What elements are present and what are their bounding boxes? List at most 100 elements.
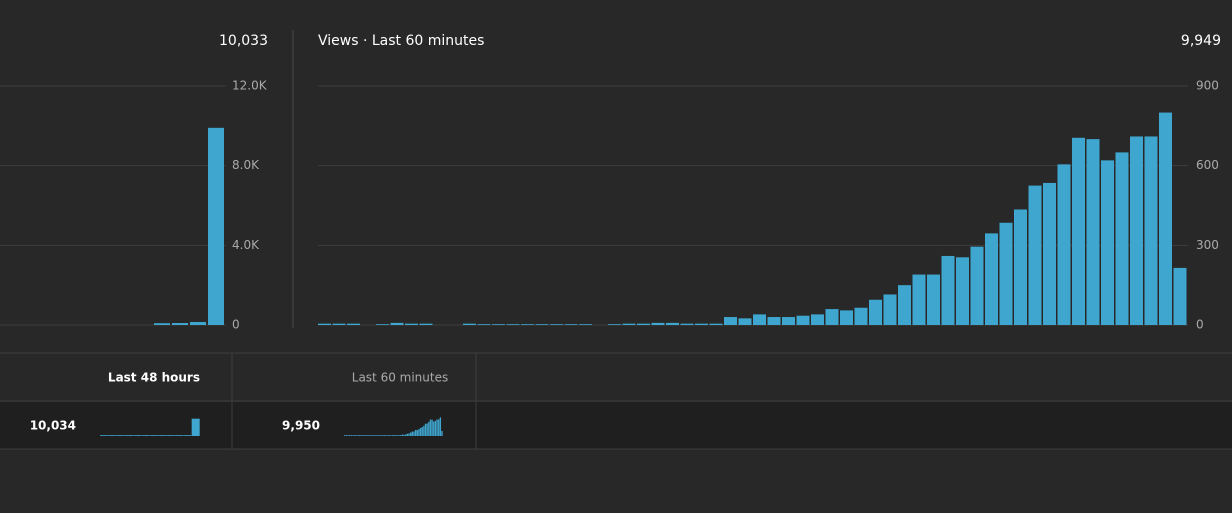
bar (405, 323, 418, 325)
bar (738, 318, 752, 325)
sparkline-bar (378, 435, 380, 436)
sparkline-bar (100, 435, 109, 436)
bar (190, 322, 206, 325)
bar (680, 323, 694, 325)
sparkline-bar (423, 425, 425, 436)
sparkline-bar (380, 435, 382, 436)
sparkline-bar (424, 423, 427, 436)
sparkline-bar (158, 435, 167, 436)
bar (154, 323, 170, 325)
bar (1028, 185, 1042, 325)
sparkline-bar (141, 435, 150, 436)
sparkline-bar (434, 420, 437, 436)
sparkline-bar (403, 434, 405, 436)
bar (1086, 139, 1100, 325)
bar (477, 324, 491, 325)
sparkline-bar (393, 435, 395, 436)
bar (883, 294, 897, 325)
bar (390, 322, 404, 325)
bar (840, 310, 853, 325)
bar (1115, 152, 1129, 325)
bar (1072, 137, 1085, 325)
sparkline-bar (390, 435, 392, 436)
sparkline-bar (438, 419, 440, 436)
sparkline-bar (410, 432, 412, 436)
sparkline-bar (373, 435, 376, 436)
sparkline-bar (388, 435, 390, 436)
sparkline-bar (133, 435, 142, 436)
bar (347, 323, 360, 325)
bar (376, 324, 389, 325)
sparkline-bar (391, 435, 394, 436)
sparkline-bar (347, 435, 349, 436)
sparkline-bar (350, 435, 352, 436)
sparkline-bar (357, 435, 359, 436)
y-tick-label: 0 (1196, 318, 1204, 332)
sparkline-bar (421, 427, 423, 436)
chart-total: 9,949 (1181, 33, 1221, 49)
sparkline-bar (401, 434, 404, 436)
sparkline-bar (363, 435, 366, 436)
bar (463, 323, 476, 325)
sparkline-bar (406, 433, 409, 436)
sparkline-bar (411, 431, 413, 436)
column-header[interactable]: Last 48 hours (108, 371, 200, 385)
sparkline-bar (355, 435, 357, 436)
bar (767, 317, 781, 325)
bar (912, 274, 926, 325)
bar (521, 324, 534, 325)
y-tick-label: 12.0K (232, 79, 268, 93)
bar (622, 323, 636, 325)
bar (651, 322, 665, 325)
bar (492, 324, 505, 325)
sparkline-bar (358, 435, 361, 436)
sparkline-bar (429, 419, 432, 436)
bar (1159, 112, 1172, 325)
y-tick-label: 4.0K (232, 238, 260, 252)
sparkline-bar (348, 435, 351, 436)
bar (506, 324, 520, 325)
sparkline-bar (400, 435, 402, 436)
bar (579, 324, 592, 325)
sparkline-bar (441, 430, 443, 436)
bar (1101, 160, 1114, 325)
sparkline-bar (439, 417, 442, 436)
sparkline-bar (433, 421, 435, 436)
sparkline-bar (426, 423, 428, 436)
sparkline-bar (367, 435, 369, 436)
bar (172, 323, 188, 325)
bar (811, 314, 824, 325)
sparkline-bar (405, 434, 407, 436)
bar (724, 317, 737, 325)
sparkline-bar (436, 419, 438, 436)
column-header[interactable]: Last 60 minutes (352, 371, 448, 385)
sparkline-bar (408, 433, 410, 436)
bar (637, 323, 650, 325)
sparkline-bar (166, 435, 175, 436)
bar (332, 323, 346, 325)
bar (898, 285, 911, 325)
sparkline-bar (414, 429, 417, 436)
bar (854, 307, 868, 325)
sparkline-bar (345, 435, 347, 436)
sparkline-bar (386, 435, 389, 436)
sparkline-bar (431, 419, 433, 436)
sparkline-bar (175, 435, 184, 436)
bar (985, 233, 998, 325)
bar (1144, 136, 1158, 325)
sparkline-bar (372, 435, 374, 436)
bar (869, 299, 882, 325)
table-cell: 9,950 (282, 419, 320, 433)
bar (1173, 267, 1187, 325)
bar (1130, 136, 1143, 325)
sparkline-bar (365, 435, 367, 436)
bar (666, 322, 679, 325)
sparkline-bar (375, 435, 377, 436)
bar (535, 324, 549, 325)
sparkline-bar (396, 435, 399, 436)
sparkline-bar (398, 435, 400, 436)
y-tick-label: 900 (1196, 79, 1219, 93)
sparkline-bar (419, 427, 422, 436)
bar (564, 324, 578, 325)
